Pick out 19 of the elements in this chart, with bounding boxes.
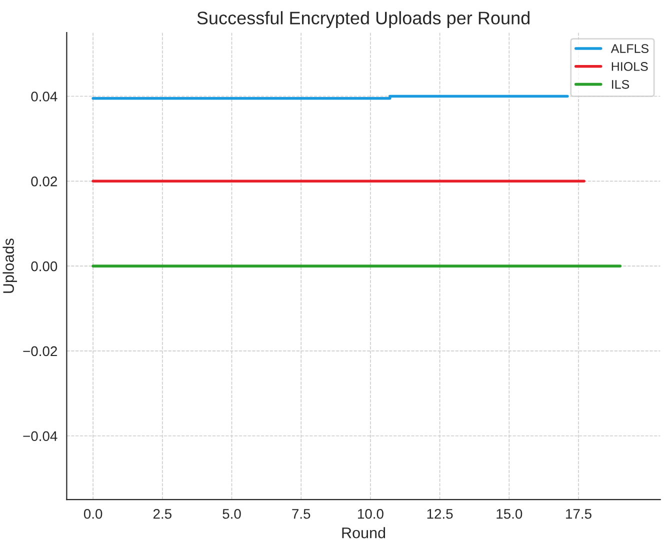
x-tick-label: 12.5 [427, 508, 453, 519]
y-tick-label: 0.00 [31, 261, 58, 272]
x-tick-label: 15.0 [496, 508, 522, 519]
legend-label: HIOLS [612, 62, 648, 71]
legend-label: ILS [612, 80, 630, 89]
y-tick-label: −0.02 [23, 346, 57, 356]
y-tick-label: −0.04 [23, 431, 58, 442]
x-tick-label: 7.5 [292, 509, 310, 519]
y-axis-title: Uploads [2, 238, 17, 293]
x-tick-label: 0.0 [84, 508, 102, 519]
chart-title: Successful Encrypted Uploads per Round [197, 11, 530, 28]
y-tick-label: 0.04 [31, 92, 58, 102]
x-tick-label: 5.0 [222, 508, 241, 519]
x-tick-label: 10.0 [358, 508, 384, 519]
x-axis-title: Round [342, 527, 386, 538]
x-tick-label: 17.5 [566, 509, 592, 519]
legend-label: ALFLS [610, 44, 649, 54]
x-tick-label: 2.5 [153, 508, 172, 519]
y-tick-label: 0.02 [31, 176, 57, 186]
